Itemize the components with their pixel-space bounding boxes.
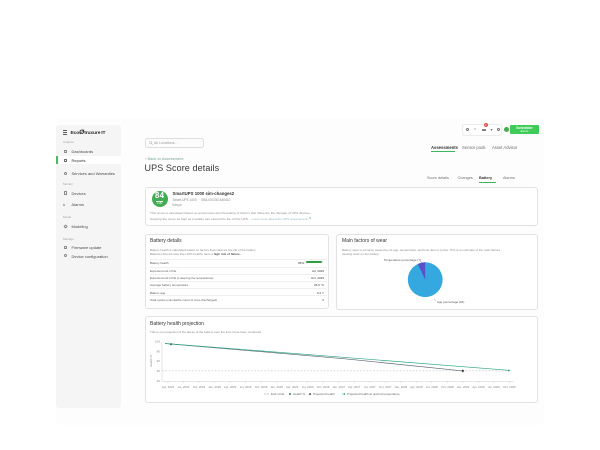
svg-text:Health %: Health % xyxy=(293,392,306,396)
svg-text:60: 60 xyxy=(157,359,161,363)
svg-text:Apr, 2029: Apr, 2029 xyxy=(472,385,485,389)
svg-text:End of life: End of life xyxy=(271,392,285,396)
svg-text:Oct, 2025: Oct, 2025 xyxy=(255,385,268,389)
svg-text:Jul, 2025: Jul, 2025 xyxy=(240,385,252,389)
svg-text:Jul, 2027: Jul, 2027 xyxy=(364,385,376,389)
svg-text:Jan, 2027: Jan, 2027 xyxy=(332,385,345,389)
svg-text:Oct, 2027: Oct, 2027 xyxy=(379,385,392,389)
svg-text:20: 20 xyxy=(157,379,161,383)
svg-text:Projected health at optimal te: Projected health at optimal temperature xyxy=(347,392,400,396)
svg-text:Jul, 2029: Jul, 2029 xyxy=(488,385,500,389)
svg-text:Oct, 2024: Oct, 2024 xyxy=(193,385,206,389)
svg-text:80: 80 xyxy=(157,349,161,353)
svg-text:Projected health: Projected health xyxy=(313,392,335,396)
svg-text:Apr, 2024: Apr, 2024 xyxy=(162,385,175,389)
svg-text:Apr, 2027: Apr, 2027 xyxy=(348,385,361,389)
svg-text:Jul, 2028: Jul, 2028 xyxy=(426,385,438,389)
svg-text:Jul, 2024: Jul, 2024 xyxy=(178,385,190,389)
svg-text:Oct, 2028: Oct, 2028 xyxy=(441,385,454,389)
svg-text:Jan, 2029: Jan, 2029 xyxy=(457,385,470,389)
svg-text:Oct, 2026: Oct, 2026 xyxy=(317,385,330,389)
svg-text:Jan, 2026: Jan, 2026 xyxy=(270,385,283,389)
svg-text:Jan, 2028: Jan, 2028 xyxy=(394,385,407,389)
svg-text:Jul, 2026: Jul, 2026 xyxy=(302,385,314,389)
svg-text:Apr, 2028: Apr, 2028 xyxy=(410,385,423,389)
svg-text:Oct, 2029: Oct, 2029 xyxy=(503,385,516,389)
svg-text:40: 40 xyxy=(157,369,161,373)
svg-text:Health %: Health % xyxy=(149,355,153,368)
svg-text:Apr, 2026: Apr, 2026 xyxy=(286,385,299,389)
svg-text:Apr, 2025: Apr, 2025 xyxy=(224,385,237,389)
svg-text:100: 100 xyxy=(155,340,160,344)
svg-text:Jan, 2025: Jan, 2025 xyxy=(208,385,221,389)
